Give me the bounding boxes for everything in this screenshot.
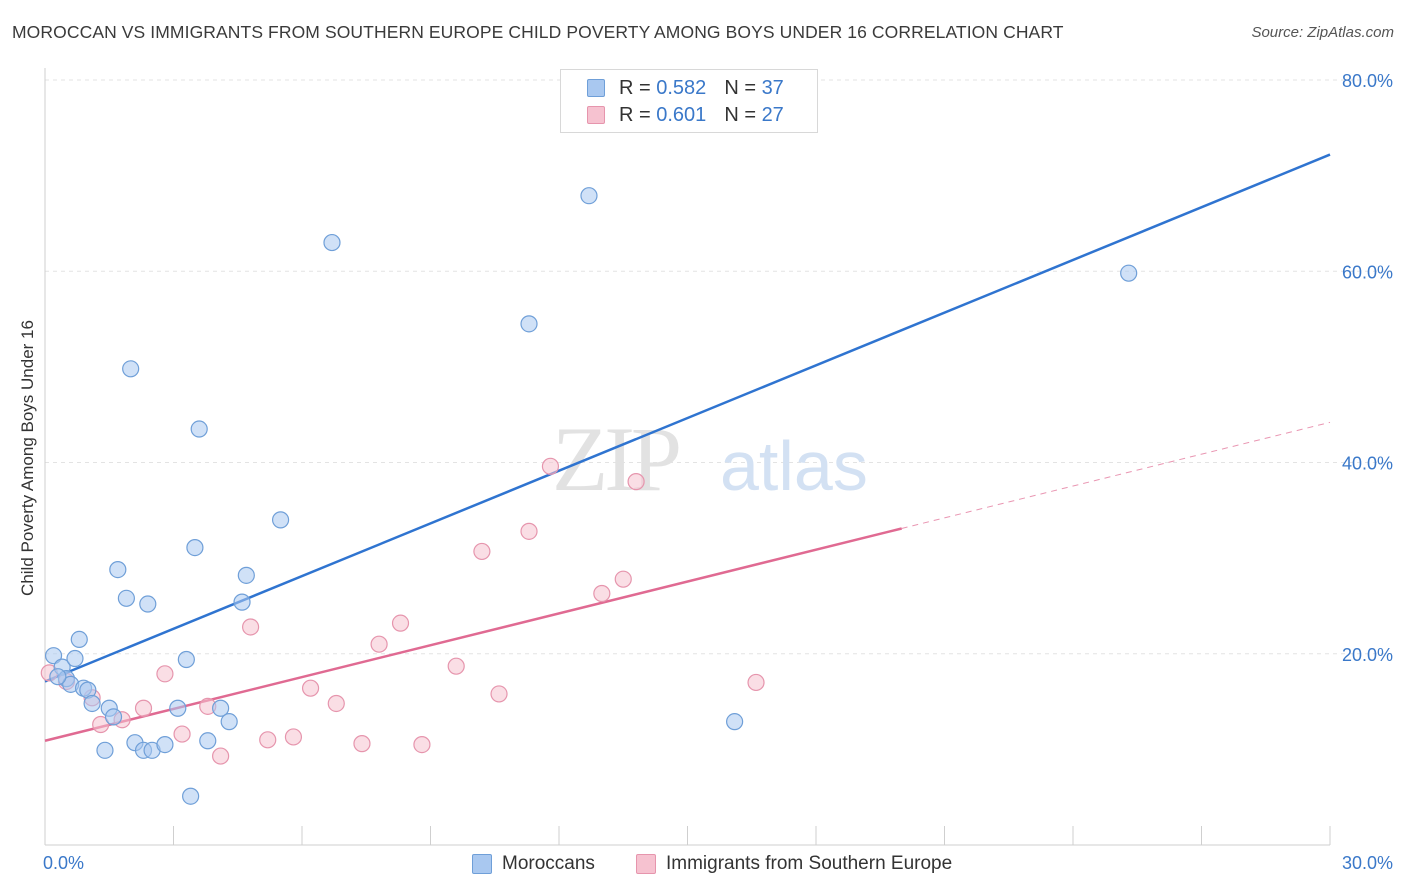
point-moroccans	[199, 732, 217, 750]
x-tick-label: 30.0%	[1342, 853, 1393, 873]
legend-swatch-moroccans	[587, 79, 605, 97]
axes	[44, 68, 1331, 846]
point-immigrants	[614, 570, 632, 588]
point-moroccans	[520, 315, 538, 333]
legend-r-label: R =	[619, 103, 651, 126]
legend-n-value: 27	[761, 103, 784, 126]
point-immigrants	[490, 685, 508, 703]
point-immigrants	[259, 731, 277, 749]
x-tick-label: 0.0%	[43, 853, 84, 873]
point-immigrants	[212, 747, 230, 765]
point-immigrants	[627, 473, 645, 491]
trend-lines	[44, 153, 1331, 742]
point-moroccans	[182, 787, 200, 805]
watermark: ZIP atlas	[552, 408, 868, 510]
legend-r-label: R =	[619, 76, 651, 99]
point-immigrants	[593, 584, 611, 603]
legend-row-immigrants: R = 0.601 N = 27	[587, 104, 784, 126]
bottom-legend-moroccans: Moroccans	[472, 852, 595, 876]
point-moroccans	[83, 694, 101, 713]
point-moroccans	[122, 360, 140, 378]
watermark-atlas: atlas	[720, 427, 868, 505]
trend-line-immigrants-extension	[901, 421, 1331, 529]
legend-box: R = 0.582 N = 37 R = 0.601 N = 27	[560, 69, 818, 133]
tick-labels: 20.0% 40.0% 60.0% 80.0% 0.0% 30.0%	[43, 71, 1393, 873]
point-moroccans	[323, 233, 341, 252]
point-moroccans	[237, 566, 255, 584]
y-tick-label: 60.0%	[1342, 262, 1393, 282]
point-immigrants	[413, 735, 431, 754]
y-tick-label: 80.0%	[1342, 71, 1393, 91]
point-moroccans	[104, 708, 123, 726]
point-moroccans	[96, 741, 114, 759]
point-moroccans	[66, 649, 84, 668]
point-moroccans	[109, 560, 127, 579]
point-moroccans	[271, 511, 290, 529]
point-immigrants	[370, 635, 388, 653]
trend-line-moroccans	[44, 153, 1331, 683]
chart-source: Source: ZipAtlas.com	[1251, 24, 1394, 41]
point-immigrants	[134, 699, 153, 717]
point-moroccans	[233, 593, 251, 611]
point-immigrants	[353, 735, 371, 753]
bottom-legend-swatch-moroccans	[472, 854, 492, 874]
point-moroccans	[139, 595, 157, 613]
point-moroccans	[44, 647, 63, 665]
point-immigrants	[92, 715, 110, 734]
point-moroccans	[580, 187, 598, 205]
bottom-legend-immigrants: Immigrants from Southern Europe	[636, 852, 952, 876]
point-immigrants	[327, 694, 345, 713]
point-immigrants	[301, 679, 320, 697]
point-immigrants	[284, 728, 303, 746]
bottom-legend-label-immigrants: Immigrants from Southern Europe	[666, 853, 953, 874]
point-moroccans	[726, 713, 744, 731]
chart-title: MOROCCAN VS IMMIGRANTS FROM SOUTHERN EUR…	[12, 22, 1064, 42]
point-moroccans	[190, 420, 208, 438]
point-moroccans	[49, 668, 67, 686]
legend-r-value: 0.582	[656, 76, 707, 99]
y-axis-label: Child Poverty Among Boys Under 16	[18, 320, 37, 596]
point-immigrants	[747, 673, 765, 692]
point-immigrants	[242, 618, 260, 636]
legend-row-moroccans: R = 0.582 N = 37	[587, 77, 784, 99]
point-immigrants	[520, 522, 538, 540]
point-moroccans	[70, 630, 88, 649]
point-moroccans	[186, 539, 204, 557]
data-points	[40, 187, 1138, 805]
point-immigrants	[541, 457, 560, 475]
bottom-legend-label-moroccans: Moroccans	[502, 853, 595, 874]
trend-line-immigrants	[44, 527, 902, 742]
legend-n-value: 37	[761, 76, 784, 99]
point-immigrants	[173, 725, 191, 743]
point-moroccans	[156, 735, 174, 754]
legend-swatch-immigrants	[587, 106, 605, 124]
point-immigrants	[447, 657, 465, 675]
watermark-zip: ZIP	[552, 408, 679, 510]
point-moroccans	[169, 699, 187, 717]
y-tick-label: 20.0%	[1342, 645, 1393, 665]
point-immigrants	[391, 614, 410, 632]
point-moroccans	[220, 713, 238, 731]
point-immigrants	[156, 665, 174, 683]
y-tick-label: 40.0%	[1342, 454, 1393, 474]
legend-n-label: N =	[724, 76, 756, 99]
legend-n-label: N =	[724, 103, 756, 126]
point-moroccans	[1120, 264, 1138, 282]
legend-r-value: 0.601	[656, 103, 707, 126]
point-moroccans	[117, 589, 135, 607]
point-immigrants	[473, 542, 491, 561]
bottom-legend-swatch-immigrants	[636, 854, 656, 874]
point-moroccans	[212, 699, 230, 717]
point-moroccans	[177, 650, 195, 669]
